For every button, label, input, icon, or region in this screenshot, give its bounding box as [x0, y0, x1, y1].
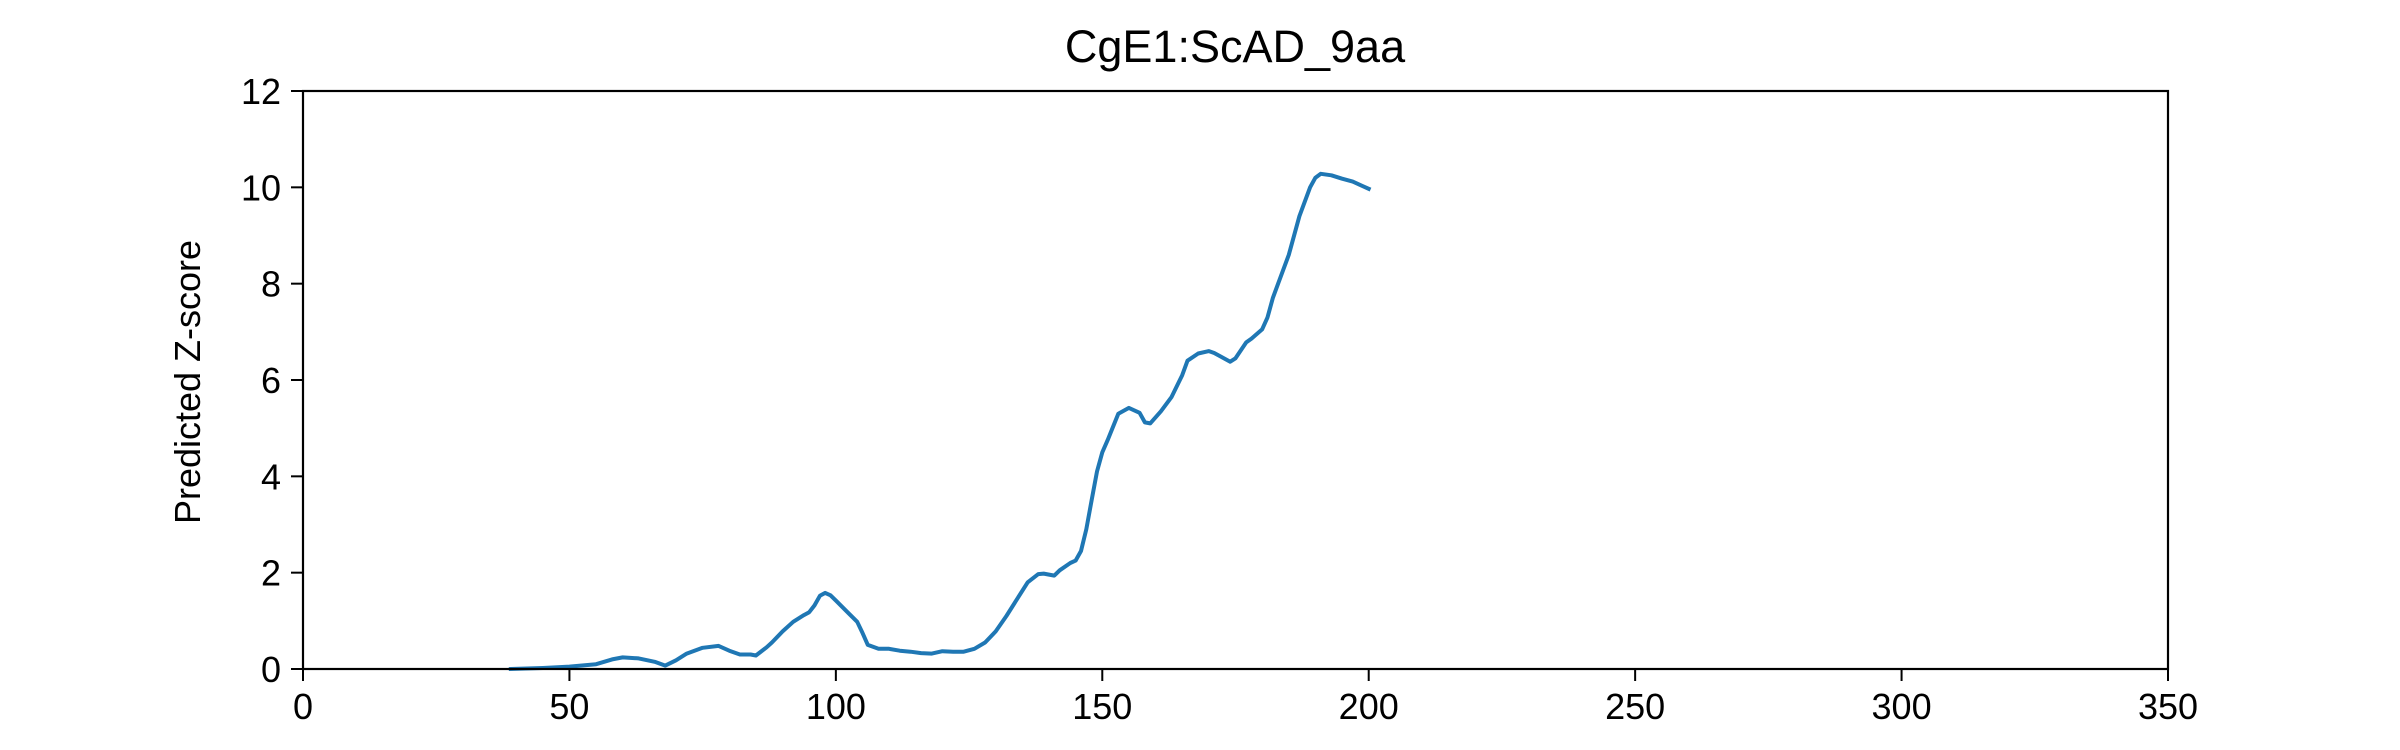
y-tick-label: 8	[261, 264, 281, 305]
y-axis-label: Predicted Z-score	[167, 240, 208, 524]
chart-title: CgE1:ScAD_9aa	[1065, 21, 1406, 72]
y-tick-label: 10	[241, 167, 281, 208]
series-line-0	[508, 171, 1372, 672]
y-tick-label: 4	[261, 456, 281, 497]
x-tick-label: 250	[1605, 686, 1665, 727]
plot-frame	[301, 89, 2170, 671]
x-tick-label: 300	[1872, 686, 1932, 727]
x-tick-label: 0	[293, 686, 313, 727]
axis-ticks: 0 50 100 150 200 250 300 350 0 2 4 6 8 10 12	[241, 71, 2198, 727]
series-group	[508, 171, 1372, 672]
y-tick-label: 2	[261, 553, 281, 594]
y-tick-label: 0	[261, 649, 281, 690]
y-tick-label: 12	[241, 71, 281, 112]
x-tick-label: 150	[1072, 686, 1132, 727]
x-tick-label: 350	[2138, 686, 2198, 727]
x-tick-label: 200	[1339, 686, 1399, 727]
x-tick-label: 100	[806, 686, 866, 727]
x-tick-label: 50	[549, 686, 589, 727]
y-tick-label: 6	[261, 360, 281, 401]
